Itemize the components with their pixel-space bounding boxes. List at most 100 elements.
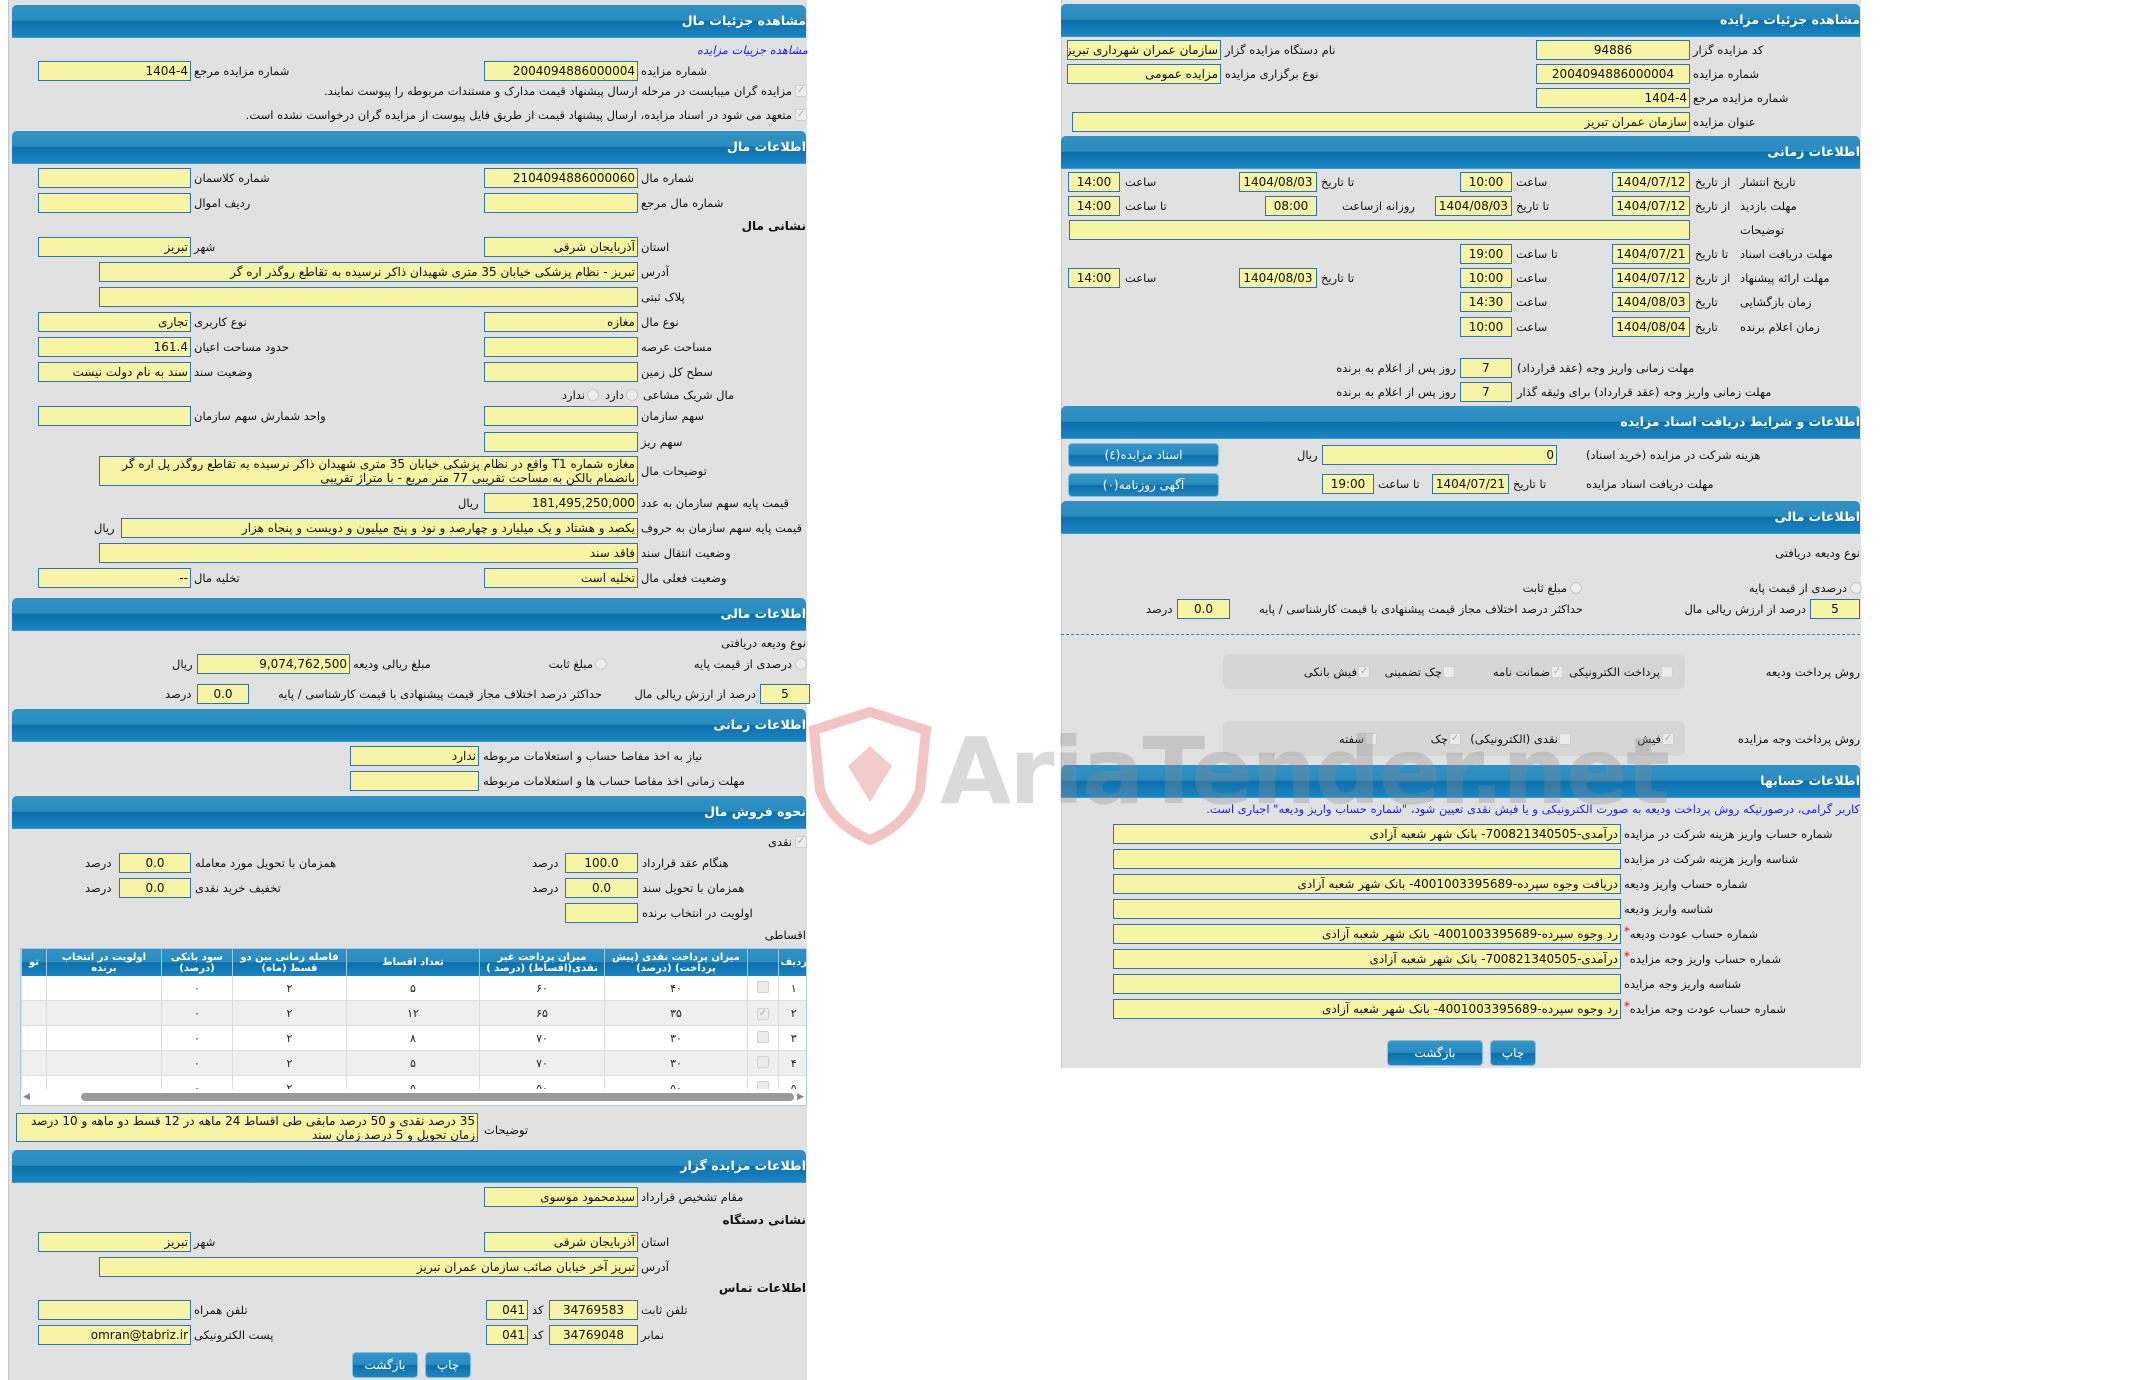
asset-type-value-field[interactable]: مغازه [484,312,638,332]
notes-value-field[interactable] [1069,220,1690,240]
org-share-value-field[interactable] [484,406,638,426]
fax-value-field[interactable]: 34769048 [549,1325,638,1345]
base-price-words-value-field[interactable]: یکصد و هشتاد و یک میلیارد و چهارصد و نود… [121,518,638,538]
address-value-field[interactable]: تبریز - نظام پزشکی خیابان 35 متری شهیدان… [99,262,638,282]
email-value-field[interactable]: omran@tabriz.ir [38,1325,191,1345]
org-address-value-field[interactable]: تبریز آخر خیابان صائب سازمان عمران تبریز [99,1257,638,1277]
visit-daily-from-field[interactable]: 08:00 [1265,196,1317,216]
sub-share-value-field[interactable] [484,432,638,452]
land-level-value-field[interactable] [484,362,638,382]
docs-deadline-time-field[interactable]: 19:00 [1460,244,1512,264]
fax-code-field[interactable]: 041 [486,1325,528,1345]
asset-back-button[interactable]: بازگشت [352,1352,418,1378]
land-area-value-field[interactable] [484,337,638,357]
docs-receive-time-field[interactable]: 19:00 [1322,474,1374,494]
visit-to-time-field[interactable]: 14:00 [1068,196,1120,216]
auction-deposit-percent-option-radio[interactable] [1850,582,1862,594]
auction-details-link[interactable]: مشاهده جزییات مزایده [697,43,808,57]
auction-no-value-field[interactable]: 2004094886000004 [1536,64,1690,84]
holding-type-value-field[interactable]: مزایده عمومی [1067,64,1221,84]
sale-notes-value-field[interactable]: 35 درصد نقدی و 50 درصد مابقی طی اقساط 24… [16,1113,478,1142]
publish-to-field[interactable]: 1404/08/03 [1239,172,1317,192]
auction-method-2-checkbox[interactable]: ✓ [1449,733,1461,745]
base-price-num-value-field[interactable]: 181,495,250,000 [484,493,638,513]
accounts-1-value-field[interactable] [1113,849,1621,869]
max-diff-value-field[interactable]: 0.0 [197,684,249,704]
plaque-value-field[interactable] [99,287,638,307]
at-deed-value-field[interactable]: 0.0 [565,878,638,898]
auction-deposit-fixed-option-radio[interactable] [1570,582,1582,594]
deposit-method-2-checkbox[interactable] [1443,666,1455,678]
deposit-amount-value-field[interactable]: 9,074,762,500 [197,654,350,674]
auction-documents-button[interactable]: اسناد مزایده(٤) [1068,443,1219,467]
share-unit-value-field[interactable] [38,406,191,426]
accounts-4-value-field[interactable]: رد وجوه سپرده-4001003395689- بانک شهر شع… [1113,924,1621,944]
auction-no-value-field[interactable]: 2004094886000004 [484,61,638,81]
row-select-checkbox[interactable] [757,980,769,993]
deposit-method-1-checkbox[interactable]: ✓ [1551,666,1563,678]
org-province-value-field[interactable]: آذربایجان شرقی [484,1232,638,1252]
auction-back-button[interactable]: بازگشت [1387,1040,1483,1066]
org-city-value-field[interactable]: تبریز [38,1232,191,1252]
org-name-value-field[interactable]: سازمان عمران شهرداری تبریز [1067,40,1221,60]
evacuation-value-field[interactable]: -- [38,568,191,588]
winner-priority-value-field[interactable] [565,903,638,923]
title-value-field[interactable]: سازمان عمران تبریز [1072,112,1690,132]
table-horizontal-scrollbar[interactable]: ◀ ▶ [21,1089,806,1105]
newspaper-ads-button[interactable]: آگهی روزنامه(٠) [1068,473,1219,497]
opening-time-field[interactable]: 14:30 [1460,292,1512,312]
cash-discount-value-field[interactable]: 0.0 [119,878,191,898]
row-select-checkbox[interactable] [757,1055,769,1068]
row-select-checkbox[interactable]: ✓ [757,1008,769,1020]
publish-to-time-field[interactable]: 14:00 [1068,172,1120,192]
offer-from-field[interactable]: 1404/07/12 [1612,268,1690,288]
deposit-method-0-checkbox[interactable] [1661,666,1673,678]
auction-method-1-checkbox[interactable] [1559,733,1571,745]
installment-row[interactable]: ۱ ۴۰ ۶۰ ۵ ۲ ۰ [21,976,806,1001]
contract-authority-value-field[interactable]: سیدمحمود موسوی [484,1187,638,1207]
publish-from-field[interactable]: 1404/07/12 [1612,172,1690,192]
notice-attach-checkbox[interactable]: ✓ [795,85,807,97]
notice-commit-checkbox[interactable]: ✓ [795,109,807,121]
shared-yes-radio[interactable] [626,389,638,401]
scrollbar-thumb[interactable] [81,1093,794,1101]
accounts-6-value-field[interactable] [1113,974,1621,994]
at-delivery-value-field[interactable]: 0.0 [119,853,191,873]
accounts-5-value-field[interactable]: درآمدی-700821340505- بانک شهر شعبه آزادی [1113,949,1621,969]
installment-row[interactable]: ۳ ۳۰ ۷۰ ۸ ۲ ۰ [21,1025,806,1051]
visit-from-field[interactable]: 1404/07/12 [1612,196,1690,216]
city-value-field[interactable]: تبریز [38,237,191,257]
offer-from-time-field[interactable]: 10:00 [1460,268,1512,288]
cash-sale-checkbox[interactable]: ✓ [795,836,807,848]
current-status-value-field[interactable]: تخلیه است [484,568,638,588]
transfer-status-value-field[interactable]: فاقد سند [99,543,638,563]
at-contract-value-field[interactable]: 100.0 [565,853,638,873]
accounts-3-value-field[interactable] [1113,899,1621,919]
property-row-value-field[interactable] [38,193,191,213]
auction-method-3-checkbox[interactable] [1365,733,1377,745]
asset-ref-value-field[interactable] [484,193,638,213]
description-value-field[interactable]: مغازه شماره T1 واقع در نظام پزشکی خیابان… [99,456,638,486]
auctioneer-code-value-field[interactable]: 94886 [1536,40,1690,60]
auction-print-button[interactable]: چاپ [1490,1040,1536,1066]
pay-deadline-value-field[interactable]: 7 [1460,358,1512,378]
deposit-percent-value-field[interactable]: 5 [760,684,810,704]
publish-from-time-field[interactable]: 10:00 [1460,172,1512,192]
usage-value-field[interactable]: تجاری [38,312,191,332]
province-value-field[interactable]: آذربایجان شرقی [484,237,638,257]
row-select-checkbox[interactable] [757,1030,769,1043]
winner-date-field[interactable]: 1404/08/04 [1612,317,1690,337]
accounts-2-value-field[interactable]: دریافت وجوه سپرده-4001003395689- بانک شه… [1113,874,1621,894]
installment-row[interactable]: ۲ ✓ ۳۵ ۶۵ ۱۲ ۲ ۰ [21,1000,806,1026]
phone-value-field[interactable]: 34769583 [549,1300,638,1320]
phone-code-field[interactable]: 041 [486,1300,528,1320]
deposit-method-3-checkbox[interactable]: ✓ [1358,666,1370,678]
deposit-percent-value-field[interactable]: 5 [1810,599,1860,619]
winner-time-field[interactable]: 10:00 [1460,317,1512,337]
scroll-right-arrow-icon[interactable]: ▶ [797,1092,804,1102]
classman-value-field[interactable] [38,168,191,188]
auction-method-0-checkbox[interactable]: ✓ [1662,733,1674,745]
clearance-need-value-field[interactable]: ندارد [350,746,479,766]
asset-print-button[interactable]: چاپ [425,1352,471,1378]
pay-deadline-guarantor-value-field[interactable]: 7 [1460,382,1512,402]
